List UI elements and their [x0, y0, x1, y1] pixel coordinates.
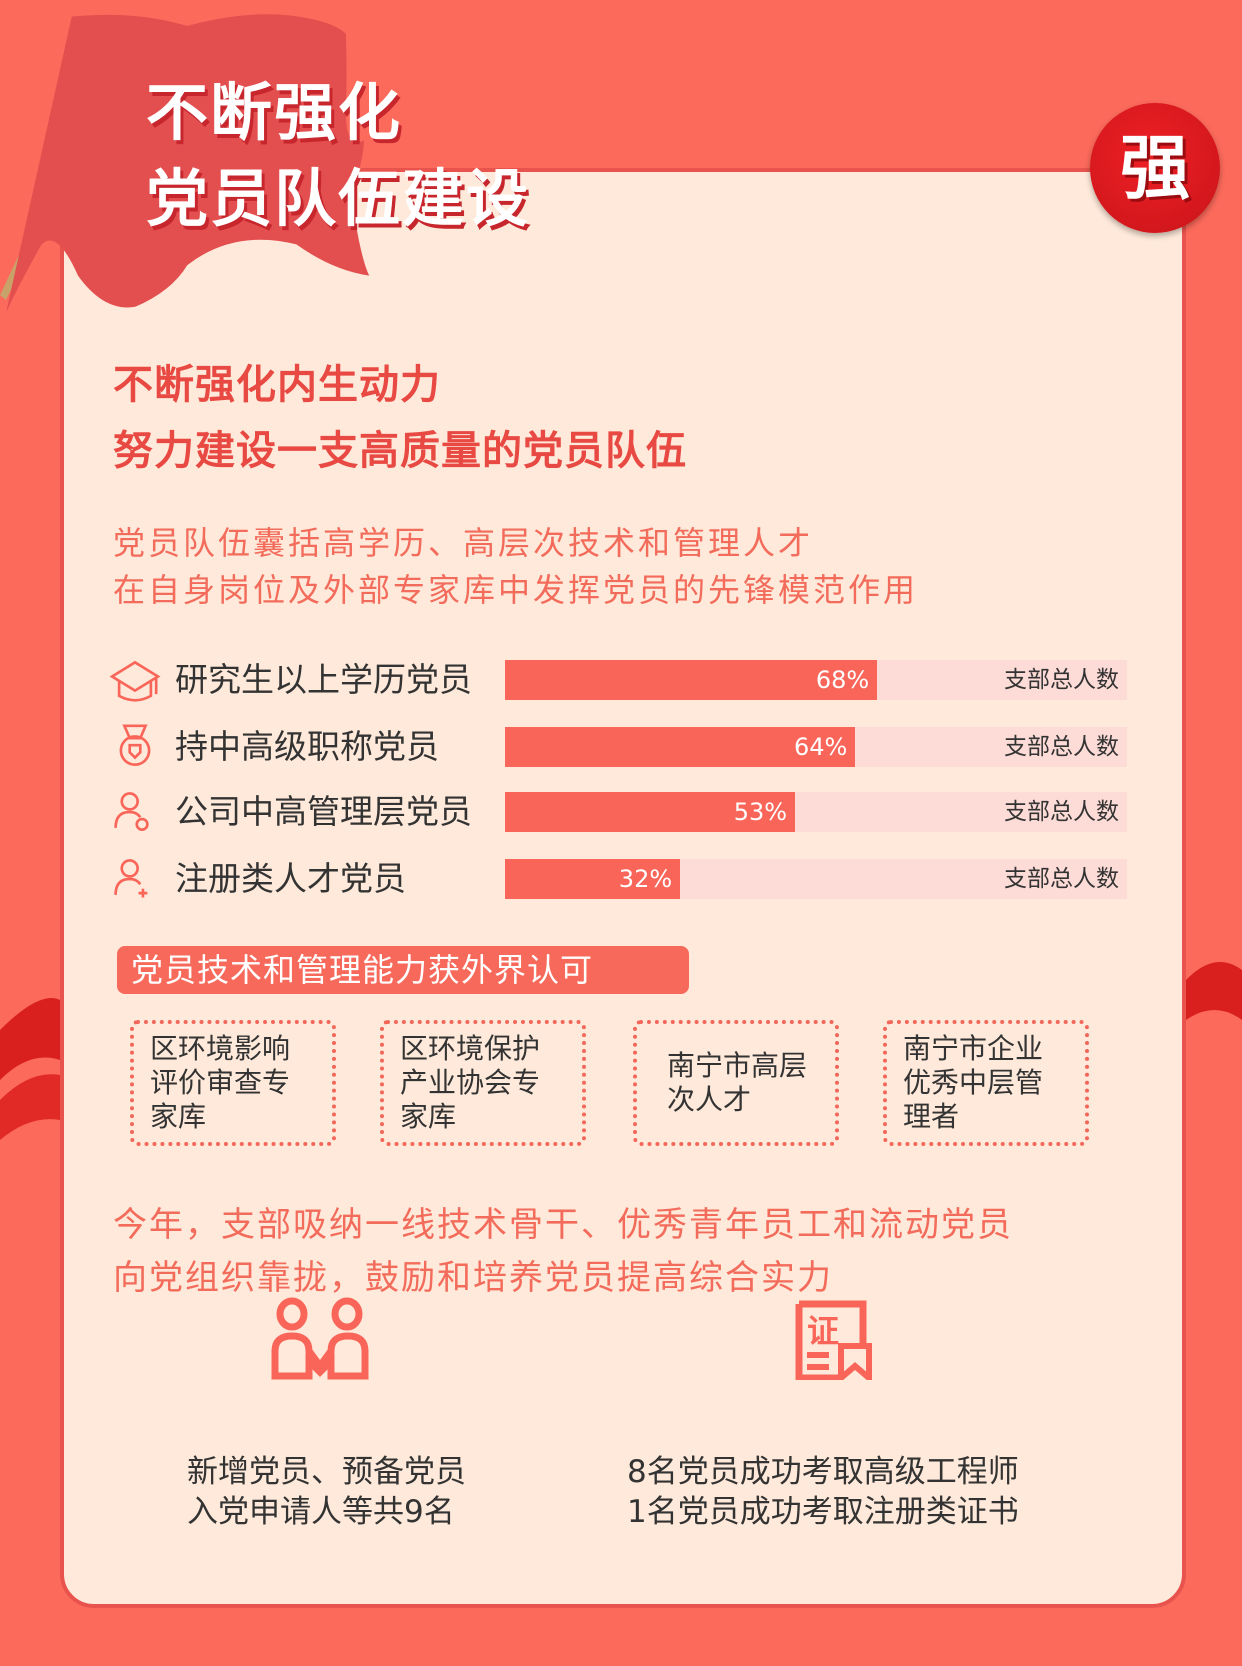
title-line-2: 党员队伍建设	[146, 162, 531, 235]
recognition-item: 区环境保护产业协会专家库	[380, 1020, 586, 1146]
stat-row: 注册类人才党员 32% 支部总人数	[105, 859, 1130, 899]
decorative-ribbons	[0, 962, 1242, 1140]
summary-line-2: 向党组织靠拢，鼓励和培养党员提高综合实力	[113, 1258, 833, 1298]
stat-label: 研究生以上学历党员	[175, 660, 472, 699]
stat-value: 53%	[733, 798, 788, 826]
caption-line: 入党申请人等共9名	[187, 1494, 455, 1530]
stat-bar-fill: 68%	[505, 660, 878, 700]
achievement-caption-right: 8名党员成功考取高级工程师 1名党员成功考取注册类证书	[627, 1452, 1019, 1532]
stat-value: 68%	[815, 666, 870, 694]
intro-text-2: 在自身岗位及外部专家库中发挥党员的先锋模范作用	[113, 571, 919, 609]
stat-value: 32%	[618, 865, 673, 893]
certificate-icon: 证	[795, 1300, 872, 1380]
stat-row: 公司中高管理层党员 53% 支部总人数	[105, 792, 1130, 832]
badge-strong: 强	[1090, 103, 1220, 233]
recognition-item: 南宁市企业优秀中层管理者	[883, 1020, 1089, 1146]
stat-bar-track: 64% 支部总人数	[505, 727, 1127, 767]
stat-label: 持中高级职称党员	[175, 727, 439, 766]
stat-total-label: 支部总人数	[1004, 799, 1119, 825]
recognition-item-text: 南宁市高层次人才	[667, 1049, 808, 1116]
intro-text-1: 党员队伍囊括高学历、高层次技术和管理人才	[113, 524, 814, 562]
two-people-icon	[271, 1297, 369, 1380]
stat-total-label: 支部总人数	[1004, 866, 1119, 892]
stat-bar-track: 32% 支部总人数	[505, 859, 1127, 899]
stat-bar-fill: 53%	[505, 792, 796, 832]
medal-icon	[119, 724, 151, 766]
summary-line-1: 今年，支部吸纳一线技术骨干、优秀青年员工和流动党员	[113, 1205, 1013, 1245]
stat-label: 公司中高管理层党员	[175, 792, 472, 831]
manager-user-icon	[114, 792, 149, 831]
stat-bar-track: 68% 支部总人数	[505, 660, 1127, 700]
certificate-icon-text: 证	[807, 1312, 839, 1350]
graduation-cap-icon	[109, 660, 161, 702]
add-user-icon	[114, 859, 148, 898]
stat-label: 注册类人才党员	[175, 859, 406, 898]
stat-bar-fill: 32%	[505, 859, 681, 899]
caption-line: 8名党员成功考取高级工程师	[627, 1454, 1019, 1490]
recognition-item-text: 区环境保护产业协会专家库	[400, 1032, 541, 1133]
stat-total-label: 支部总人数	[1004, 734, 1119, 760]
stat-bar-track: 53% 支部总人数	[505, 792, 1127, 832]
recognition-item: 南宁市高层次人才	[633, 1020, 839, 1146]
stat-row: 持中高级职称党员 64% 支部总人数	[105, 724, 1130, 767]
stat-row: 研究生以上学历党员 68% 支部总人数	[105, 660, 1130, 702]
title-line-1: 不断强化	[146, 76, 403, 149]
intro-heading-2: 努力建设一支高质量的党员队伍	[113, 428, 687, 474]
recognition-item: 区环境影响评价审查专家库	[130, 1020, 336, 1146]
stat-bar-fill: 64%	[505, 727, 856, 767]
caption-line: 新增党员、预备党员	[187, 1454, 466, 1490]
intro-heading-1: 不断强化内生动力	[113, 362, 441, 408]
stat-value: 64%	[793, 733, 848, 761]
caption-line: 1名党员成功考取注册类证书	[627, 1494, 1019, 1530]
stat-total-label: 支部总人数	[1004, 667, 1119, 693]
recognition-item-text: 区环境影响评价审查专家库	[150, 1032, 291, 1133]
achievement-caption-left: 新增党员、预备党员 入党申请人等共9名	[187, 1452, 466, 1532]
recognition-item-text: 南宁市企业优秀中层管理者	[903, 1032, 1044, 1133]
flag-banner	[0, 14, 370, 313]
recognition-title: 党员技术和管理能力获外界认可	[117, 946, 689, 994]
